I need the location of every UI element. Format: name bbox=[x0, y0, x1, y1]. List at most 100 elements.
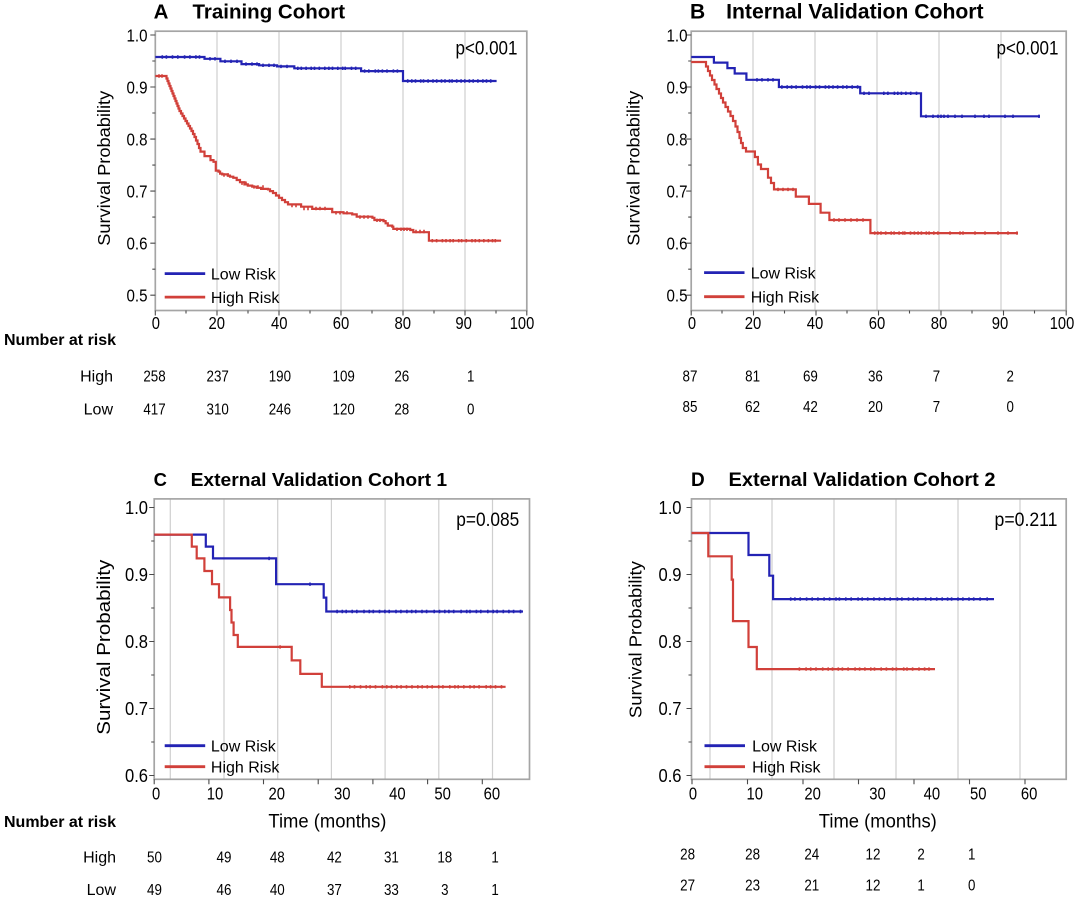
svg-text:Survival Probability: Survival Probability bbox=[93, 559, 114, 735]
svg-text:1: 1 bbox=[467, 368, 474, 385]
svg-text:1.0: 1.0 bbox=[125, 498, 148, 518]
svg-text:28: 28 bbox=[394, 402, 409, 419]
svg-text:237: 237 bbox=[207, 368, 229, 385]
svg-text:27: 27 bbox=[680, 878, 695, 895]
svg-text:40: 40 bbox=[389, 784, 406, 804]
svg-text:26: 26 bbox=[394, 368, 409, 385]
svg-text:417: 417 bbox=[143, 402, 165, 419]
svg-text:Survival Probability: Survival Probability bbox=[94, 91, 114, 246]
svg-text:109: 109 bbox=[333, 368, 355, 385]
svg-text:100: 100 bbox=[510, 313, 535, 333]
svg-text:0.9: 0.9 bbox=[125, 565, 148, 585]
svg-text:69: 69 bbox=[803, 368, 818, 385]
svg-text:1: 1 bbox=[491, 882, 498, 898]
svg-text:36: 36 bbox=[868, 368, 883, 385]
svg-text:40: 40 bbox=[271, 313, 288, 333]
svg-text:31: 31 bbox=[384, 850, 399, 867]
svg-text:0.9: 0.9 bbox=[127, 77, 148, 97]
svg-text:28: 28 bbox=[745, 847, 760, 864]
svg-text:258: 258 bbox=[143, 368, 165, 385]
svg-text:49: 49 bbox=[147, 882, 162, 898]
svg-text:20: 20 bbox=[745, 313, 762, 333]
svg-text:23: 23 bbox=[745, 878, 760, 895]
svg-text:12: 12 bbox=[866, 847, 881, 864]
svg-text:40: 40 bbox=[924, 784, 941, 804]
svg-text:0.6: 0.6 bbox=[667, 234, 688, 254]
svg-text:33: 33 bbox=[384, 882, 399, 898]
svg-text:0.9: 0.9 bbox=[659, 565, 682, 585]
svg-text:0.7: 0.7 bbox=[667, 181, 688, 201]
svg-text:90: 90 bbox=[992, 313, 1009, 333]
svg-text:Training Cohort: Training Cohort bbox=[193, 1, 346, 24]
svg-text:0.6: 0.6 bbox=[125, 766, 148, 786]
svg-text:C: C bbox=[154, 469, 167, 490]
svg-text:12: 12 bbox=[866, 878, 881, 895]
svg-text:190: 190 bbox=[269, 368, 291, 385]
svg-text:High Risk: High Risk bbox=[752, 760, 821, 777]
svg-text:p<0.001: p<0.001 bbox=[997, 38, 1059, 59]
svg-text:External Validation Cohort 1: External Validation Cohort 1 bbox=[191, 469, 448, 490]
svg-text:0.5: 0.5 bbox=[127, 286, 148, 306]
svg-text:0: 0 bbox=[152, 313, 160, 333]
svg-text:Low Risk: Low Risk bbox=[211, 266, 277, 283]
svg-text:0.7: 0.7 bbox=[125, 699, 148, 719]
svg-text:0: 0 bbox=[152, 784, 160, 804]
svg-text:87: 87 bbox=[683, 368, 698, 385]
svg-text:80: 80 bbox=[931, 313, 948, 333]
svg-text:0: 0 bbox=[689, 784, 697, 804]
svg-text:0.8: 0.8 bbox=[659, 632, 682, 652]
svg-text:0: 0 bbox=[1007, 399, 1014, 416]
svg-text:100: 100 bbox=[1050, 313, 1075, 333]
svg-text:60: 60 bbox=[484, 784, 501, 804]
svg-text:0.8: 0.8 bbox=[667, 129, 688, 149]
svg-text:High Risk: High Risk bbox=[751, 290, 820, 307]
svg-text:Low Risk: Low Risk bbox=[751, 265, 817, 282]
svg-text:1: 1 bbox=[968, 847, 975, 864]
svg-text:1.0: 1.0 bbox=[667, 25, 688, 45]
svg-text:p=0.085: p=0.085 bbox=[456, 510, 519, 531]
svg-text:p=0.211: p=0.211 bbox=[995, 510, 1058, 531]
svg-text:10: 10 bbox=[207, 784, 224, 804]
svg-text:0: 0 bbox=[688, 313, 696, 333]
svg-text:37: 37 bbox=[327, 882, 342, 898]
svg-text:p<0.001: p<0.001 bbox=[456, 38, 518, 59]
svg-text:0.7: 0.7 bbox=[127, 181, 148, 201]
svg-text:246: 246 bbox=[269, 402, 291, 419]
svg-text:2: 2 bbox=[1007, 368, 1014, 385]
svg-text:0.6: 0.6 bbox=[127, 234, 148, 254]
svg-text:42: 42 bbox=[327, 850, 342, 867]
svg-text:External Validation Cohort 2: External Validation Cohort 2 bbox=[729, 470, 996, 491]
svg-text:60: 60 bbox=[333, 313, 350, 333]
svg-text:B: B bbox=[690, 1, 705, 24]
svg-text:48: 48 bbox=[270, 850, 285, 867]
svg-text:High Risk: High Risk bbox=[211, 760, 280, 777]
svg-text:2: 2 bbox=[917, 847, 924, 864]
svg-text:1.0: 1.0 bbox=[659, 498, 682, 518]
svg-text:0: 0 bbox=[968, 878, 975, 895]
svg-text:60: 60 bbox=[1021, 784, 1038, 804]
svg-text:50: 50 bbox=[970, 784, 987, 804]
svg-text:Number at risk: Number at risk bbox=[4, 814, 116, 831]
svg-text:85: 85 bbox=[683, 399, 698, 416]
svg-text:24: 24 bbox=[804, 847, 819, 864]
svg-text:Low Risk: Low Risk bbox=[752, 739, 818, 756]
svg-text:Time (months): Time (months) bbox=[819, 811, 937, 832]
svg-text:A: A bbox=[154, 1, 169, 24]
svg-text:Survival Probability: Survival Probability bbox=[626, 561, 646, 718]
svg-text:Time (months): Time (months) bbox=[268, 811, 386, 832]
svg-text:Low: Low bbox=[84, 402, 114, 419]
svg-text:High: High bbox=[83, 850, 116, 867]
svg-text:21: 21 bbox=[804, 878, 819, 895]
svg-text:0.8: 0.8 bbox=[125, 632, 148, 652]
svg-text:0.6: 0.6 bbox=[659, 766, 682, 786]
svg-text:High Risk: High Risk bbox=[211, 290, 280, 307]
svg-text:0.5: 0.5 bbox=[667, 286, 688, 306]
svg-text:40: 40 bbox=[807, 313, 824, 333]
svg-text:Internal Validation Cohort: Internal Validation Cohort bbox=[726, 1, 984, 24]
svg-text:310: 310 bbox=[207, 402, 229, 419]
svg-text:20: 20 bbox=[209, 313, 226, 333]
svg-text:42: 42 bbox=[803, 399, 818, 416]
svg-text:20: 20 bbox=[268, 784, 285, 804]
svg-text:46: 46 bbox=[217, 882, 232, 898]
svg-text:1: 1 bbox=[491, 850, 498, 867]
